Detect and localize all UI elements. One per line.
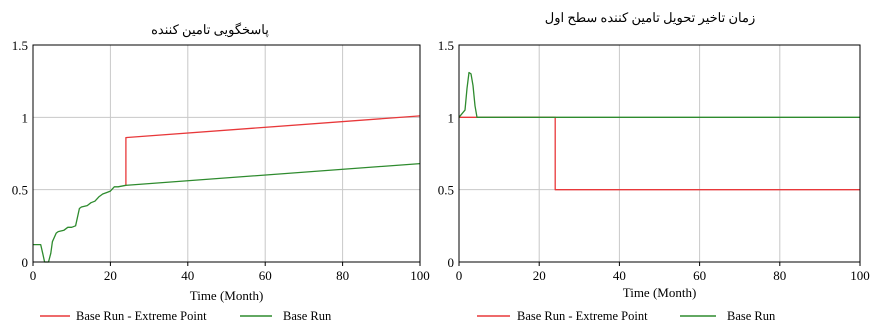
plot-frame xyxy=(32,44,421,263)
y-tick-label: 1.5 xyxy=(438,38,454,53)
plot-border xyxy=(32,44,421,263)
y-tick-label: 1 xyxy=(22,110,29,125)
legend-label: Base Run - Extreme Point xyxy=(517,309,648,323)
plot-border xyxy=(458,44,861,263)
x-axis-label: Time (Month) xyxy=(623,285,697,300)
x-tick-label: 20 xyxy=(104,268,117,283)
chart-title: پاسخگویی تامین کننده xyxy=(151,22,269,38)
x-tick-label: 40 xyxy=(181,268,194,283)
x-tick-label: 0 xyxy=(456,268,463,283)
y-tick-label: 0 xyxy=(22,255,29,270)
x-tick-label: 80 xyxy=(336,268,349,283)
x-tick-label: 80 xyxy=(773,268,786,283)
series-line-base-run xyxy=(33,162,421,263)
x-tick-label: 60 xyxy=(259,268,272,283)
legend-label: Base Run xyxy=(283,309,332,323)
x-tick-label: 40 xyxy=(613,268,626,283)
y-tick-label: 1 xyxy=(448,110,455,125)
y-tick-label: 0 xyxy=(448,255,455,270)
x-tick-label: 100 xyxy=(850,268,870,283)
series-line-base-run xyxy=(458,71,860,118)
x-tick-label: 20 xyxy=(533,268,546,283)
y-tick-label: 1.5 xyxy=(12,38,28,53)
legend-label: Base Run xyxy=(727,309,776,323)
chart-2: 0 20 40 60 80 100 0 0.5 1 1.5 زمان تاخیر تحویل تام… xyxy=(438,10,870,323)
x-tick-label: 100 xyxy=(410,268,430,283)
legend-label: Base Run - Extreme Point xyxy=(76,309,207,323)
chart-title: زمان تاخیر تحویل تامین کننده سطح اول xyxy=(545,10,755,26)
x-tick-label: 0 xyxy=(30,268,37,283)
legend: Base Run - Extreme Point Base Run xyxy=(477,309,776,323)
x-axis-label: Time (Month) xyxy=(190,288,264,303)
y-tick-label: 0.5 xyxy=(438,183,454,198)
x-tick-label: 60 xyxy=(693,268,706,283)
chart-1: 0 20 40 60 80 100 0 0.5 1 1.5 پاسخگویی تامین کننده… xyxy=(12,22,430,323)
legend: Base Run - Extreme Point Base Run xyxy=(40,309,332,323)
series-line-extreme-point xyxy=(125,115,421,186)
plot-frame xyxy=(458,44,861,263)
y-tick-label: 0.5 xyxy=(12,183,28,198)
